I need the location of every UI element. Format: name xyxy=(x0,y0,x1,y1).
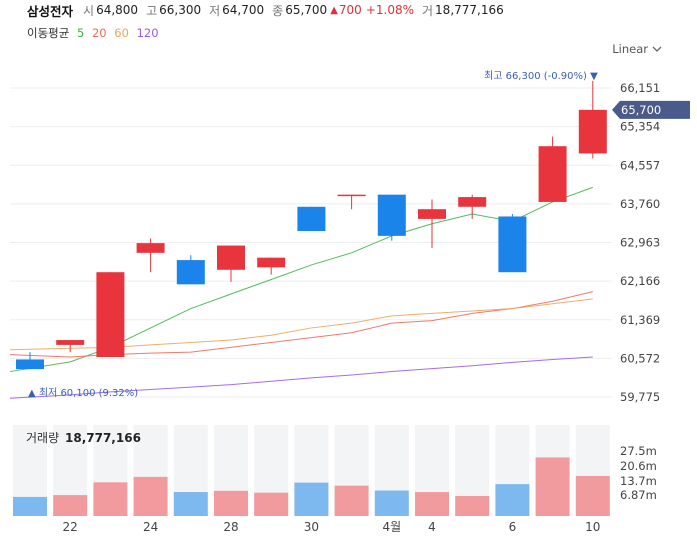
candle-body xyxy=(16,359,44,370)
volume-bar xyxy=(334,485,369,516)
y-tick-label: 61,369 xyxy=(620,313,660,327)
current-price-tag xyxy=(612,100,690,119)
volume-bar xyxy=(214,490,248,516)
ma-title: 이동평균 xyxy=(27,26,70,40)
candle-body xyxy=(538,146,567,202)
ma-120-line xyxy=(9,356,593,399)
candle-body xyxy=(56,340,85,345)
x-tick-label: 24 xyxy=(143,520,158,534)
open-label: 시 xyxy=(83,3,95,18)
high-label: 고 xyxy=(146,3,158,18)
low-annotation: ▲ 최저 60,100 (9.32%) xyxy=(28,387,138,399)
candle-body xyxy=(136,243,165,253)
candle-body xyxy=(418,209,446,219)
volume-bar xyxy=(495,484,530,516)
high-annotation: 최고 66,300 (-0.90%) ▼ xyxy=(484,70,598,82)
volume-bar xyxy=(455,495,490,516)
x-tick-label: 10 xyxy=(585,520,600,534)
volume-total: 18,777,166 xyxy=(65,431,141,445)
volume-bar xyxy=(294,482,329,516)
candle-body xyxy=(217,245,245,270)
chevron-down-icon xyxy=(652,46,662,52)
volume-tick-label: 27.5m xyxy=(620,444,657,458)
change-up-icon: ▲ xyxy=(330,4,338,16)
high-value: 66,300 xyxy=(159,3,202,17)
low-value: 64,700 xyxy=(222,3,265,17)
moving-average-legend[interactable]: 이동평균 5 20 60 120 xyxy=(27,25,159,41)
close-value: 65,700 xyxy=(285,3,328,17)
candle-body xyxy=(337,194,366,197)
volume-bar xyxy=(133,476,168,516)
volume-bar xyxy=(374,490,409,516)
ma-60-label[interactable]: 60 xyxy=(114,26,129,40)
y-tick-label: 65,354 xyxy=(620,120,660,134)
x-tick-label: 30 xyxy=(304,520,319,534)
low-label: 저 xyxy=(209,3,221,18)
y-tick-label: 60,572 xyxy=(620,351,660,365)
volume-bar xyxy=(415,492,449,516)
candle-body xyxy=(297,206,326,232)
candle-body xyxy=(578,109,607,154)
change-value: 700 xyxy=(338,3,362,17)
close-label: 종 xyxy=(272,3,284,18)
ma-120-label[interactable]: 120 xyxy=(136,26,159,40)
volume-bar xyxy=(173,492,208,516)
y-tick-label: 62,166 xyxy=(620,274,660,288)
scale-selector[interactable]: Linear xyxy=(612,42,662,56)
candle-body xyxy=(257,257,286,268)
stock-name: 삼성전자 xyxy=(27,3,74,19)
y-tick-label: 66,151 xyxy=(620,81,660,95)
x-tick-label: 28 xyxy=(223,520,238,534)
stock-header: 삼성전자 시 64,800 고 66,300 저 64,700 종 65,700… xyxy=(27,0,512,20)
volume-title: 거래량 xyxy=(26,431,59,445)
x-tick-label: 4 xyxy=(428,520,436,534)
volume-value: 18,777,166 xyxy=(435,3,504,17)
volume-bar xyxy=(13,496,47,516)
ma-20-label[interactable]: 20 xyxy=(91,26,107,40)
scale-label: Linear xyxy=(612,42,648,56)
volume-bar xyxy=(254,492,289,516)
volume-tick-label: 20.6m xyxy=(620,459,657,473)
y-tick-label: 62,963 xyxy=(620,236,660,250)
volume-bar xyxy=(93,482,128,516)
x-tick-label: 22 xyxy=(63,520,78,534)
volume-tick-label: 13.7m xyxy=(620,474,657,488)
x-tick-label: 4월 xyxy=(382,520,401,534)
volume-label: 거 xyxy=(422,3,434,18)
y-tick-label: 64,557 xyxy=(620,158,660,172)
change-percent: +1.08% xyxy=(365,3,414,17)
volume-bar xyxy=(535,457,570,516)
volume-tick-label: 6.87m xyxy=(620,488,657,502)
candle-body xyxy=(377,194,406,236)
x-tick-label: 6 xyxy=(509,520,517,534)
candle-body xyxy=(176,260,205,285)
y-tick-label: 59,775 xyxy=(620,390,660,404)
candle-body xyxy=(96,272,125,358)
candle-body xyxy=(458,197,487,207)
y-tick-label: 63,760 xyxy=(620,197,660,211)
volume-bar xyxy=(575,475,610,516)
candle-body xyxy=(498,216,527,273)
current-price-label: 65,700 xyxy=(621,103,661,117)
ma-5-label[interactable]: 5 xyxy=(76,26,85,40)
open-value: 64,800 xyxy=(96,3,139,17)
volume-bar xyxy=(53,495,88,516)
